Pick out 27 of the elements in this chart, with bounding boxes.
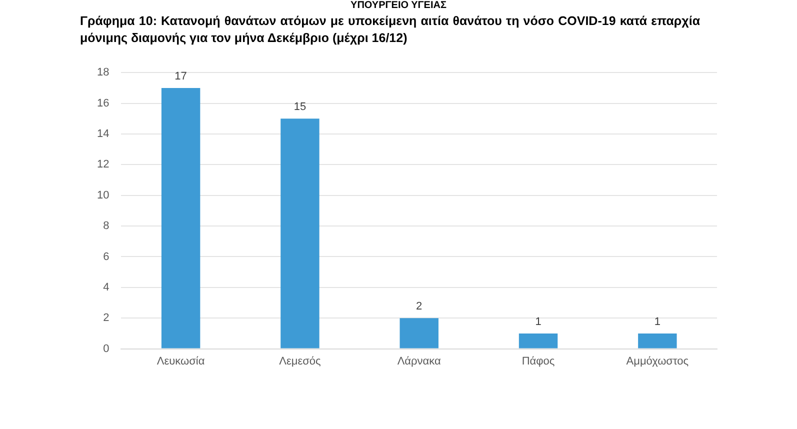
chart-title: Γράφημα 10: Κατανομή θανάτων ατόμων με υποκείμενη αιτία θανάτου τη νόσο COVID-19 κατά επαρχία μόνιμης διαμονής για τον μήνα Δεκέμβριο (μέχρι 16/12) xyxy=(80,13,700,47)
y-tick-label: 12 xyxy=(96,158,110,171)
x-tick-label: Αμμόχωστος xyxy=(626,355,689,368)
x-tick-label: Λάρνακα xyxy=(397,355,442,368)
bar xyxy=(518,333,558,348)
data-label: 1 xyxy=(654,316,660,328)
y-tick-label: 10 xyxy=(96,189,110,202)
data-label: 15 xyxy=(294,101,306,114)
bar xyxy=(280,118,320,348)
y-tick-label: 18 xyxy=(96,66,110,79)
y-tick-label: 14 xyxy=(96,128,110,140)
data-label: 1 xyxy=(535,316,542,328)
text: ΥΠΟΥΡΓΕΙΟ ΥΓΕΙΑΣ xyxy=(350,0,448,12)
data-label: 2 xyxy=(416,300,422,313)
y-tick-label: 8 xyxy=(103,220,110,232)
y-tick-label: 16 xyxy=(96,97,110,110)
y-tick-label: 4 xyxy=(103,281,110,294)
x-tick-label: Λεμεσός xyxy=(279,355,321,368)
y-tick-label: 0 xyxy=(103,342,110,355)
x-tick-label: Πάφος xyxy=(522,355,555,368)
bar xyxy=(400,318,438,348)
x-tick-label: Λευκωσία xyxy=(156,355,206,368)
y-tick-label: 2 xyxy=(103,312,110,324)
bar xyxy=(161,88,200,348)
bar xyxy=(638,333,677,348)
data-label: 17 xyxy=(174,70,187,82)
y-tick-label: 6 xyxy=(103,250,110,263)
